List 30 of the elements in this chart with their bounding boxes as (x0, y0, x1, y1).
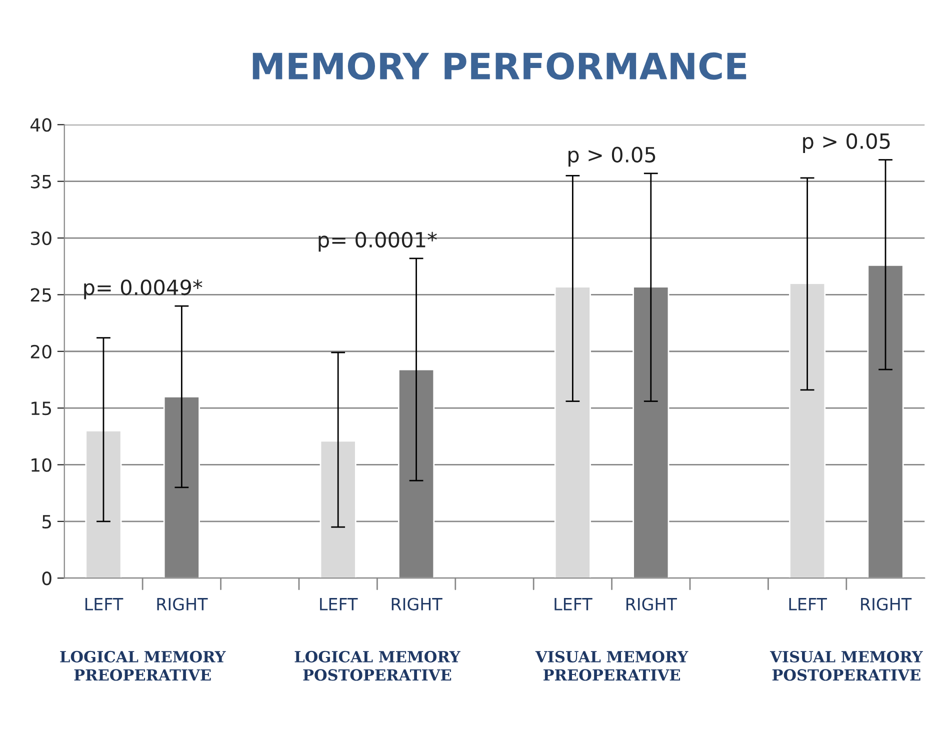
bar (554, 286, 591, 578)
y-tick-label: 25 (30, 288, 51, 302)
bar (320, 440, 356, 578)
y-tick-label: 10 (32, 458, 52, 472)
y-tick-label: 20 (30, 344, 52, 358)
text: VISUAL MEMORY POSTOPERATIVE (770, 650, 923, 681)
y-tick-label: 40 (30, 118, 52, 132)
y-tick-label: 15 (32, 402, 51, 416)
x-tick-label: LEFT (85, 598, 124, 610)
chart-title: MEMORY PERFORMANCE (252, 52, 746, 80)
annotation: p > 0.05 (568, 146, 656, 167)
text: LOGICAL MEMORY POSTOPERATIVE (294, 650, 460, 681)
annotation: p= 0.0049* (84, 279, 202, 300)
x-tick-label: LEFT (320, 598, 358, 610)
x-tick-label: LEFT (789, 598, 827, 610)
y-tick-label: 0 (42, 572, 52, 586)
y-tick-label: 5 (42, 515, 51, 529)
annotation: p= 0.0001* (318, 232, 437, 252)
x-tick-label: RIGHT (626, 598, 678, 610)
y-tick-label: 30 (30, 231, 52, 246)
annotation: p > 0.05 (803, 133, 890, 153)
bar (85, 430, 122, 578)
x-tick-label: RIGHT (392, 598, 442, 610)
x-tick-label: LEFT (554, 598, 592, 610)
text: LOGICAL MEMORY PREOPERATIVE (60, 650, 226, 681)
x-tick-label: RIGHT (861, 598, 912, 610)
y-tick-label: 35 (30, 174, 51, 188)
text: VISUAL MEMORY PREOPERATIVE (535, 650, 688, 681)
bar (789, 282, 826, 578)
x-tick-label: RIGHT (157, 598, 208, 610)
